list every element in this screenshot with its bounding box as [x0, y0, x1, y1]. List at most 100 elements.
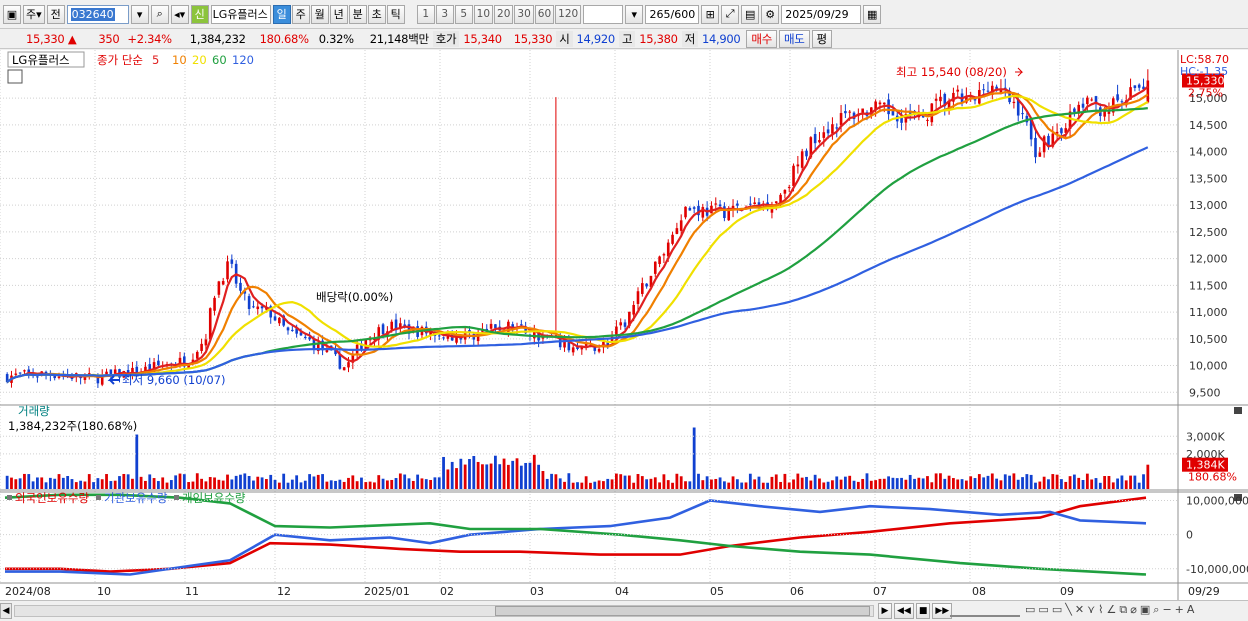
zoom-icon[interactable]: ⌕ — [1153, 603, 1160, 616]
interval-tab-1[interactable]: 1 — [416, 4, 435, 24]
next-icon[interactable]: ▶▶ — [932, 603, 953, 619]
interval-input[interactable] — [583, 4, 624, 24]
interval-tab-10[interactable]: 10 — [473, 4, 494, 24]
volume-bar — [381, 478, 385, 489]
volume-bar — [1051, 474, 1055, 489]
period-tab-2[interactable]: 월 — [310, 4, 329, 24]
search-icon[interactable]: ⌕ — [150, 4, 169, 24]
price-tick: 13,500 — [1189, 172, 1228, 185]
volume-bar — [295, 475, 299, 489]
scrollbar-thumb[interactable] — [495, 606, 870, 616]
period-tab-6[interactable]: 틱 — [386, 4, 405, 24]
chart-area[interactable]: 9,500 10,000 10,500 11,000 11,500 12,000 12,50… — [0, 50, 1248, 601]
calendar-icon[interactable]: ▦ — [863, 4, 882, 24]
code-dropdown-icon[interactable]: ▾ — [130, 4, 149, 24]
candle-type-icon[interactable]: ⊞ — [701, 4, 720, 24]
volume-bar — [757, 476, 761, 489]
speaker-icon[interactable]: ◂▾ — [170, 4, 189, 24]
tool-copy-icon[interactable]: ⧉ — [1119, 603, 1128, 616]
grid-toggle-icon[interactable] — [7, 69, 23, 84]
new-badge[interactable]: 신 — [190, 4, 209, 24]
interval-tab-60[interactable]: 60 — [534, 4, 555, 24]
tool-rect2-icon[interactable]: ▭ — [1038, 603, 1049, 616]
volume-bar — [368, 481, 372, 489]
interval-tab-30[interactable]: 30 — [514, 4, 534, 24]
scrollbar-track[interactable] — [14, 605, 874, 617]
tool-cross-icon[interactable]: ✕ — [1074, 603, 1085, 616]
eval-button[interactable]: 평 — [811, 29, 832, 48]
sell-button[interactable]: 매도 — [778, 29, 810, 48]
ma-legend-60[interactable]: 60 — [212, 53, 227, 67]
save-icon[interactable]: ▤ — [741, 4, 760, 24]
tool-link-icon[interactable]: ⌀ — [1130, 603, 1137, 616]
interval-tab-20[interactable]: 20 — [494, 4, 514, 24]
volume-close-icon[interactable] — [1234, 407, 1242, 414]
tool-line-icon[interactable]: ╲ — [1065, 603, 1072, 616]
plus-icon[interactable]: + — [1174, 603, 1184, 616]
tool-wave-icon[interactable]: ⌇ — [1098, 603, 1104, 616]
tool-angle-icon[interactable]: ∠ — [1106, 603, 1117, 616]
prev-icon[interactable]: ◀◀ — [894, 603, 914, 619]
prev-button[interactable]: 전 — [46, 4, 65, 24]
interval-tab-120[interactable]: 120 — [555, 4, 582, 24]
ma-legend-5[interactable]: 5 — [152, 53, 159, 67]
ma-legend-20[interactable]: 20 — [192, 53, 207, 67]
interval-tab-5[interactable]: 5 — [454, 4, 473, 24]
holding-legend-0[interactable]: 외국인보유수량 — [15, 491, 89, 505]
stop-icon[interactable]: ■ — [915, 603, 931, 619]
ma-legend-120[interactable]: 120 — [232, 53, 254, 67]
date-field[interactable]: 2025/09/29 — [781, 4, 862, 24]
minus-icon[interactable]: − — [1162, 603, 1172, 616]
interval-tab-3[interactable]: 3 — [435, 4, 454, 24]
volume-bar — [1081, 480, 1085, 489]
holding-close-icon[interactable] — [1234, 494, 1242, 501]
tool-image-icon[interactable]: ▣ — [1139, 603, 1151, 616]
volume-bar — [100, 479, 104, 489]
name-box[interactable] — [7, 51, 85, 68]
holding-legend-2[interactable]: 개인보유수량 — [182, 491, 246, 505]
candle — [1116, 84, 1119, 103]
volume-bar — [623, 475, 627, 489]
period-tab-5[interactable]: 초 — [367, 4, 386, 24]
vol-tick: 2,000K — [1186, 448, 1225, 461]
settings-icon[interactable]: ⚙ — [761, 4, 780, 24]
period-tab-1[interactable]: 주 — [291, 4, 310, 24]
period-tab-0[interactable]: 일 — [272, 4, 291, 24]
code-input[interactable]: 032640 — [66, 4, 129, 24]
play-icon[interactable]: ▶ — [878, 603, 892, 619]
zoom-slider[interactable] — [950, 605, 1020, 617]
window-icon[interactable]: ▣ — [3, 4, 21, 24]
candle — [571, 344, 575, 356]
text-icon[interactable]: A — [1186, 603, 1195, 616]
volume-bar — [878, 478, 882, 489]
scroll-left-icon[interactable]: ◀ — [0, 603, 12, 619]
candle — [619, 318, 623, 330]
candle — [926, 118, 929, 127]
interval-dropdown-icon[interactable]: ▾ — [625, 4, 644, 24]
buy-button[interactable]: 매수 — [746, 29, 777, 48]
period-tab-4[interactable]: 분 — [348, 4, 367, 24]
volume-bar — [476, 461, 480, 489]
ma-legend-10[interactable]: 10 — [172, 53, 187, 67]
period-tab-3[interactable]: 년 — [329, 4, 348, 24]
volume-bar — [861, 478, 865, 489]
volume-bar — [748, 473, 752, 489]
volume-bar — [1072, 474, 1076, 489]
chart-svg[interactable]: 9,500 10,000 10,500 11,000 11,500 12,000 12,50… — [0, 50, 1248, 601]
draw-icon[interactable]: ⤢ — [721, 4, 740, 24]
holding-legend-1[interactable]: 기관보유수량 — [104, 491, 168, 505]
candle — [230, 254, 234, 269]
x-tick: 10 — [97, 585, 111, 598]
volume-bar — [187, 482, 191, 489]
ma-title: 종가 단순 — [97, 53, 143, 67]
price-tag: 15,330 — [1186, 74, 1225, 87]
volume-bar — [995, 478, 999, 489]
volume-bar — [36, 477, 39, 489]
market-select[interactable]: 주 ▾ — [23, 4, 45, 24]
tool-rect3-icon[interactable]: ▭ — [1051, 603, 1063, 616]
tool-fork-icon[interactable]: ⋎ — [1087, 603, 1096, 616]
candle — [394, 313, 398, 335]
tool-rect-icon[interactable]: ▭ — [1025, 603, 1036, 616]
volume-bar — [632, 482, 636, 489]
count-field[interactable]: 265/600 — [645, 4, 700, 24]
